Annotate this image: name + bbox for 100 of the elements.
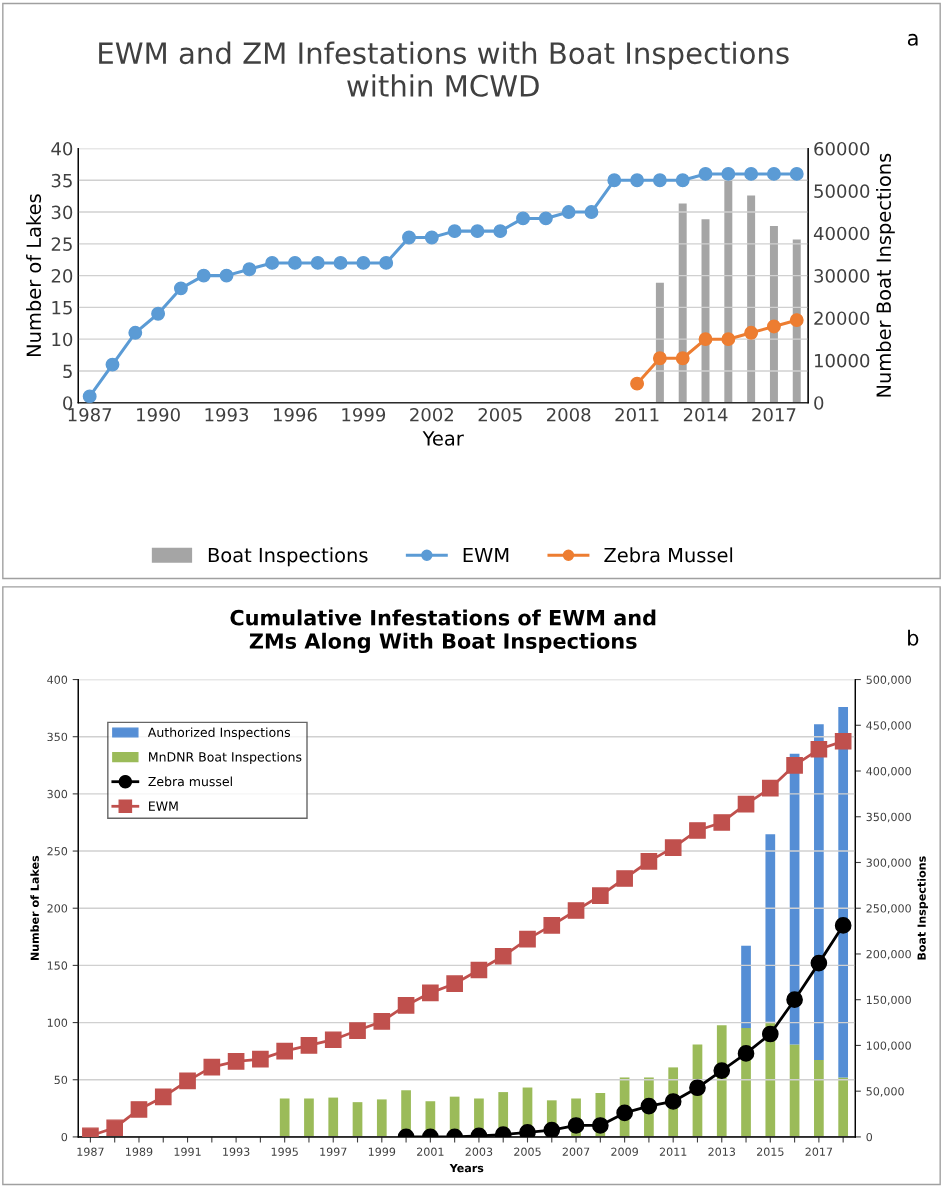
bar: [279, 1098, 290, 1137]
point: [675, 351, 690, 366]
point: [834, 732, 852, 750]
point: [664, 1093, 682, 1110]
point: [538, 211, 553, 226]
point: [203, 1058, 221, 1076]
y2-tick-label: 350,000: [866, 812, 911, 823]
x-tick-label: 1999: [368, 1147, 396, 1156]
point: [519, 1124, 536, 1137]
bar: [765, 834, 776, 1022]
y-tick-label: 50: [54, 1075, 68, 1085]
bar: [304, 1098, 314, 1137]
point: [242, 262, 257, 277]
x-tick-label: 2009: [611, 1147, 638, 1156]
y2-tick-label: 200,000: [866, 949, 911, 960]
point: [789, 313, 804, 328]
x-tick-label: 2005: [478, 407, 522, 422]
point: [761, 779, 779, 797]
point: [252, 1050, 269, 1068]
point: [128, 325, 143, 340]
x-tick-label: 2013: [708, 1147, 735, 1156]
x-tick-label: 1990: [137, 407, 180, 422]
point: [196, 268, 211, 283]
x-tick-label: 2007: [562, 1147, 590, 1156]
point: [470, 961, 488, 979]
legend-label: EWM: [149, 801, 178, 811]
point: [543, 917, 561, 934]
point: [652, 351, 667, 366]
point: [721, 332, 736, 347]
y-tick-label: 350: [47, 732, 68, 742]
point: [470, 224, 485, 239]
y2-tick-label: 50,000: [866, 1087, 904, 1097]
point: [786, 991, 803, 1009]
x-axis-title: Years: [449, 1163, 484, 1173]
point: [446, 975, 463, 993]
y-tick-label: 10: [52, 332, 73, 347]
point: [373, 1013, 391, 1030]
point: [356, 255, 371, 270]
legend-label: Zebra Mussel: [604, 547, 733, 563]
point: [721, 166, 736, 181]
y2-tick-label: 250,000: [866, 904, 911, 914]
y-tick-label: 20: [51, 269, 73, 283]
point: [689, 822, 706, 839]
x-axis-title: Year: [422, 431, 464, 446]
point: [151, 306, 166, 321]
point: [333, 255, 348, 270]
x-tick-label: 2011: [659, 1147, 687, 1156]
y2-tick-label: 60000: [814, 141, 870, 156]
bar: [814, 724, 824, 1061]
bar: [376, 1099, 387, 1137]
x-tick-label: 1999: [342, 407, 386, 422]
bar: [789, 1044, 800, 1137]
point: [379, 255, 394, 270]
point: [288, 255, 302, 270]
point: [786, 756, 803, 774]
point: [713, 814, 731, 831]
point: [567, 902, 585, 919]
point: [349, 1022, 366, 1039]
bar: [741, 945, 751, 1029]
y-tick-label: 5: [63, 364, 72, 379]
y-tick-label: 15: [52, 301, 72, 315]
y-tick-label: 100: [47, 1018, 68, 1027]
point: [630, 173, 645, 188]
text: b: [908, 629, 919, 646]
x-tick-label: 1987: [77, 1147, 104, 1156]
x-tick-label: 1995: [271, 1147, 298, 1156]
point: [516, 211, 530, 226]
y2-tick-label: 0: [814, 396, 824, 410]
x-tick-label: 2008: [547, 407, 591, 422]
y2-tick-label: 30000: [814, 269, 870, 283]
chart-title: Cumulative Infestations of EWM and ZMs Along With Boat Inspections: [230, 609, 656, 654]
y2-tick-label: 10000: [815, 353, 870, 368]
point: [761, 1025, 779, 1043]
legend-label: Authorized Inspections: [147, 727, 291, 740]
y-tick-label: 25: [51, 237, 72, 251]
y-tick-label: 0: [61, 1132, 68, 1142]
point: [324, 1031, 342, 1049]
point: [543, 1121, 561, 1137]
x-tick-label: 1993: [205, 407, 249, 422]
point: [640, 853, 658, 870]
point: [766, 319, 781, 334]
bar: [701, 219, 710, 403]
point: [82, 389, 97, 403]
y-tick-label: 250: [47, 847, 68, 856]
y-tick-label: 200: [47, 904, 68, 913]
y2-axis-title: Number Boat Inspections: [876, 153, 895, 397]
point: [561, 205, 576, 220]
legend-label: MnDNR Boat Inspections: [149, 751, 302, 765]
point: [493, 224, 508, 239]
x-tick-label: 2017: [805, 1147, 833, 1156]
point: [173, 281, 188, 296]
point: [402, 230, 416, 245]
point: [698, 166, 713, 181]
x-tick-label: 1996: [273, 407, 317, 422]
y-tick-label: 40: [51, 141, 73, 156]
x-tick-label: 2011: [615, 407, 659, 422]
point: [616, 1104, 633, 1122]
y2-tick-label: 20000: [814, 311, 870, 326]
y2-tick-label: 40000: [813, 226, 870, 241]
x-tick-label: 1989: [126, 1147, 153, 1156]
